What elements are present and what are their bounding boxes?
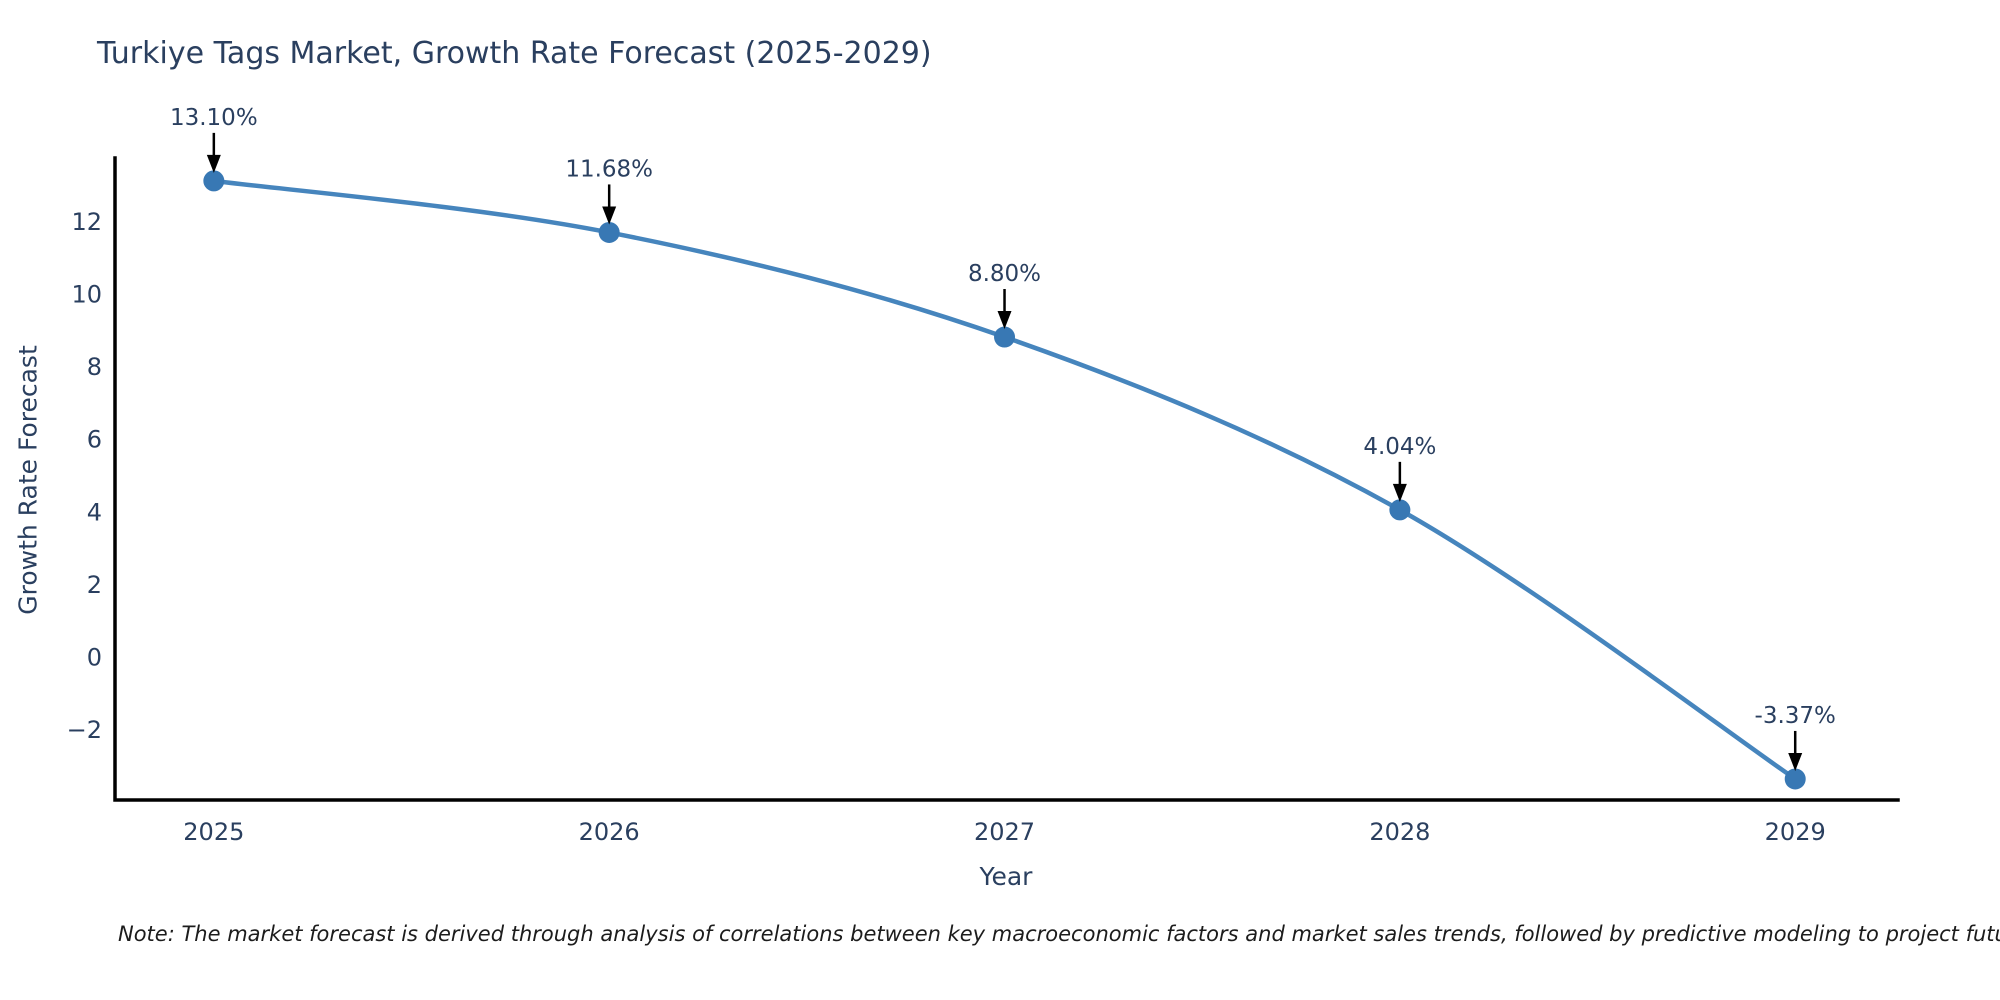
footnote: Note: The market forecast is derived thr… — [118, 922, 2000, 946]
y-tick-label: 10 — [71, 280, 102, 308]
point-value-label: 11.68% — [565, 156, 653, 182]
x-tick-label: 2027 — [974, 818, 1035, 846]
point-value-label: 8.80% — [968, 261, 1041, 287]
y-tick-label: 0 — [87, 644, 102, 672]
x-axis-title: Year — [979, 862, 1033, 891]
data-point-marker — [994, 326, 1016, 348]
y-tick-label: 2 — [87, 571, 102, 599]
data-point-marker — [203, 170, 225, 192]
axis-lines — [113, 156, 1900, 802]
annotation-arrowhead — [206, 154, 221, 173]
chart-title: Turkiye Tags Market, Growth Rate Forecas… — [97, 36, 932, 71]
annotation-arrowhead — [997, 311, 1012, 330]
x-tick-label: 2025 — [183, 818, 244, 846]
y-tick-label: 12 — [71, 208, 102, 236]
y-tick-label: 8 — [87, 353, 102, 381]
annotation-arrowhead — [1392, 483, 1407, 502]
x-tick-label: 2029 — [1765, 818, 1826, 846]
x-tick-label: 2028 — [1369, 818, 1430, 846]
x-tick-label: 2026 — [579, 818, 640, 846]
y-tick-label: 6 — [87, 426, 102, 454]
point-value-label: -3.37% — [1755, 703, 1836, 729]
y-tick-label: 4 — [87, 498, 102, 526]
point-value-label: 4.04% — [1363, 434, 1436, 460]
annotation-arrowhead — [602, 206, 617, 225]
data-point-marker — [598, 221, 620, 243]
data-point-marker — [1389, 499, 1411, 521]
y-tick-label: −2 — [67, 716, 102, 744]
annotation-arrowhead — [1788, 752, 1803, 771]
data-point-marker — [1784, 768, 1806, 790]
point-value-label: 13.10% — [170, 105, 258, 131]
